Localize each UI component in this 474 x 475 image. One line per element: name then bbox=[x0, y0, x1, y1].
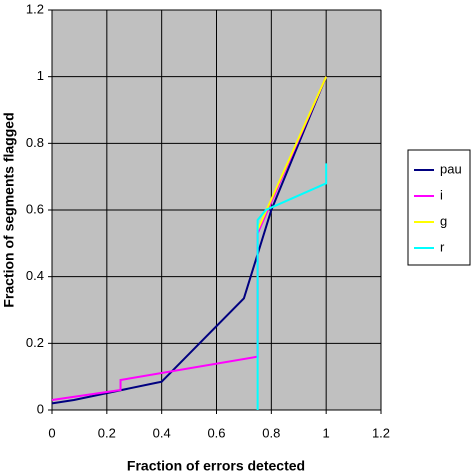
y-tick-label: 0.8 bbox=[26, 135, 44, 150]
x-tick-label: 1.2 bbox=[372, 425, 390, 440]
series-line bbox=[51, 76, 328, 405]
x-axis-title: Fraction of errors detected bbox=[127, 458, 305, 474]
x-tick-label: 1 bbox=[323, 425, 330, 440]
series-line bbox=[256, 76, 328, 231]
y-axis-title: Fraction of segments flagged bbox=[1, 112, 17, 307]
x-tick-label: 0 bbox=[48, 425, 55, 440]
series-line bbox=[51, 76, 328, 401]
x-tick-label: 0.2 bbox=[98, 425, 116, 440]
y-tick-label: 0 bbox=[37, 401, 44, 416]
x-tick-label: 0.8 bbox=[262, 425, 280, 440]
legend-label: i bbox=[440, 187, 443, 202]
series-line bbox=[256, 163, 328, 410]
y-tick-label: 0.6 bbox=[26, 201, 44, 216]
legend-label: r bbox=[440, 239, 445, 254]
legend-label: pau bbox=[440, 161, 462, 176]
x-tick-label: 0.6 bbox=[207, 425, 225, 440]
x-tick-label: 0.4 bbox=[153, 425, 171, 440]
y-tick-label: 1.2 bbox=[26, 1, 44, 16]
y-tick-label: 0.4 bbox=[26, 268, 44, 283]
y-tick-label: 0.2 bbox=[26, 335, 44, 350]
y-tick-label: 1 bbox=[37, 68, 44, 83]
legend-label: g bbox=[440, 213, 447, 228]
